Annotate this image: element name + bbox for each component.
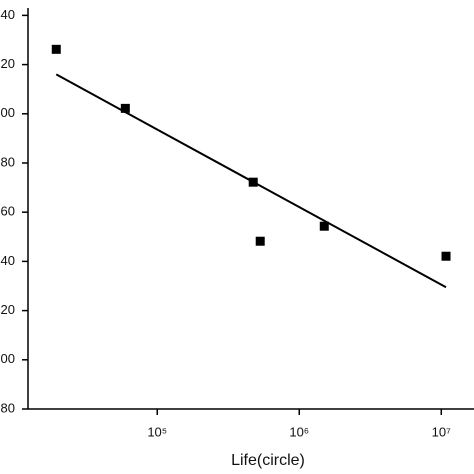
y-tick-label: 80 (1, 154, 15, 169)
fit-line (55, 73, 447, 289)
point (120, 103, 130, 113)
x-tick-label: 10⁶ (289, 424, 309, 439)
y-tick-label: 80 (1, 400, 15, 415)
y-tick-label: 40 (1, 253, 15, 268)
y-tick-label: 00 (1, 351, 15, 366)
y-tick-label: 20 (1, 302, 15, 317)
y-tick-label: 20 (1, 56, 15, 71)
x-axis-label: Life(circle) (231, 452, 305, 469)
x-tick-label: 10⁷ (432, 424, 451, 439)
y-tick-label: 00 (1, 105, 15, 120)
point (51, 44, 61, 54)
y-tick-label: 40 (1, 7, 15, 22)
point (319, 221, 329, 231)
point (255, 236, 265, 246)
y-tick-label: 60 (1, 204, 15, 219)
x-tick-label: 10⁵ (147, 424, 167, 439)
point (441, 251, 451, 261)
